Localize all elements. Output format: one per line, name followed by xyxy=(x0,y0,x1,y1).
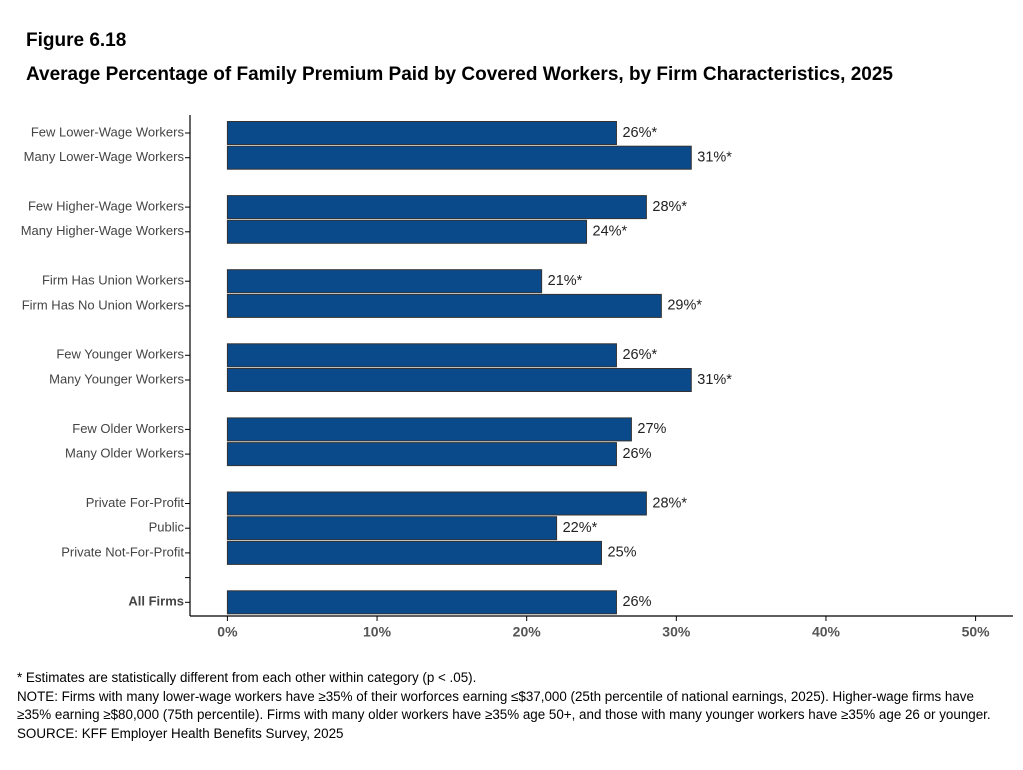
bar xyxy=(226,516,558,541)
y-tick-label: Private Not-For-Profit xyxy=(61,544,184,559)
value-label: 25% xyxy=(608,545,637,561)
bar xyxy=(226,121,617,145)
bar xyxy=(226,219,588,244)
bar xyxy=(226,145,692,170)
bar xyxy=(226,368,692,392)
value-label: 31%* xyxy=(697,150,732,166)
value-label: 26%* xyxy=(622,347,657,363)
bar xyxy=(226,195,647,220)
bar xyxy=(226,590,617,615)
y-tick-label: Few Younger Workers xyxy=(56,347,184,362)
value-label: 22%* xyxy=(563,520,598,536)
bar xyxy=(226,442,617,467)
value-label: 26%* xyxy=(622,125,657,141)
y-tick-label: Few Lower-Wage Workers xyxy=(31,124,185,139)
x-tick-label: 0% xyxy=(217,624,238,640)
chart-title: Average Percentage of Family Premium Pai… xyxy=(26,64,893,85)
bar xyxy=(226,293,662,318)
y-tick-label: Public xyxy=(149,520,185,535)
x-tick-label: 50% xyxy=(962,624,991,640)
bar xyxy=(226,269,543,294)
bar xyxy=(226,540,602,565)
chart: 0% 10% 20% 30% 40% 50% Few Lower-Wage Workers 2… xyxy=(21,115,1013,640)
y-tick-label: Firm Has Union Workers xyxy=(42,273,185,288)
x-tick-label: 40% xyxy=(812,624,841,640)
y-tick-label: Many Older Workers xyxy=(65,446,184,461)
y-tick-label: Many Lower-Wage Workers xyxy=(24,149,185,164)
value-label: 31%* xyxy=(697,372,732,388)
bar xyxy=(226,417,632,442)
y-tick-label: Few Older Workers xyxy=(72,421,184,436)
bar xyxy=(226,491,647,516)
value-label: 26% xyxy=(622,446,651,462)
notes: * Estimates are statistically different … xyxy=(17,669,992,743)
y-tick-label: Many Younger Workers xyxy=(49,371,184,386)
x-tick-label: 30% xyxy=(662,624,691,640)
note: * Estimates are statistically different … xyxy=(17,670,477,685)
y-tick-label: All Firms xyxy=(128,594,184,609)
note: NOTE: Firms with many lower-wage workers… xyxy=(17,688,991,723)
y-tick-label: Many Higher-Wage Workers xyxy=(21,223,185,238)
value-label: 27% xyxy=(637,421,666,437)
value-label: 21%* xyxy=(548,273,583,289)
value-label: 26% xyxy=(622,594,651,610)
value-label: 28%* xyxy=(652,495,687,511)
bar xyxy=(226,343,617,368)
value-label: 24%* xyxy=(593,224,628,240)
note: SOURCE: KFF Employer Health Benefits Sur… xyxy=(17,725,344,741)
value-label: 28%* xyxy=(652,199,687,215)
x-tick-label: 10% xyxy=(363,624,392,640)
x-tick-label: 20% xyxy=(513,624,542,640)
value-label: 29%* xyxy=(667,298,702,314)
y-tick-label: Few Higher-Wage Workers xyxy=(28,199,185,214)
y-tick-label: Firm Has No Union Workers xyxy=(22,297,185,312)
y-tick-label: Private For-Profit xyxy=(86,495,185,510)
figure-label: Figure 6.18 xyxy=(26,30,127,51)
